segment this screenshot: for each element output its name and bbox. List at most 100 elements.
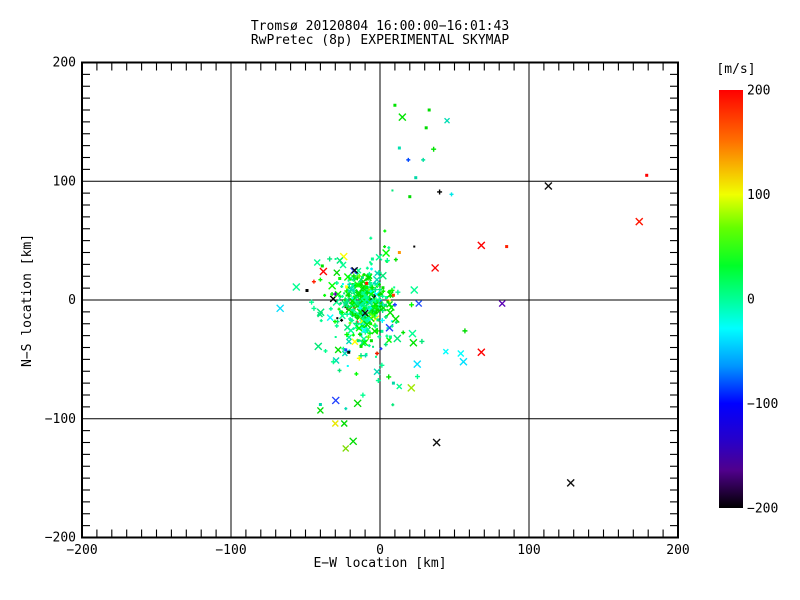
data-point-plus [437, 189, 443, 195]
data-point-x [498, 300, 506, 308]
data-point-dot [375, 308, 379, 312]
data-point-x [444, 117, 451, 124]
data-point-plus [328, 306, 333, 311]
plot-title: Tromsø 20120804 16:00:00−16:01:43 RwPret… [82, 20, 678, 47]
data-point-x [292, 282, 301, 291]
data-point-x [276, 304, 285, 313]
data-point-x [316, 308, 325, 317]
data-point-dot [346, 364, 349, 367]
data-point-plus [369, 236, 373, 240]
title-line-2: RwPretec (8p) EXPERIMENTAL SKYMAP [250, 32, 510, 48]
colorbar-tick-label: 100 [747, 188, 770, 203]
data-point-plus [377, 334, 382, 339]
data-point-x [353, 399, 362, 408]
y-tick-label: −100 [45, 412, 76, 427]
data-point-plus [367, 305, 371, 309]
data-point-x [382, 249, 391, 257]
data-point-dot [347, 350, 351, 354]
y-axis-label: N−S location [km] [20, 233, 35, 367]
data-point-plus [369, 267, 373, 271]
data-point-plus [357, 274, 362, 279]
data-point-x [331, 396, 340, 405]
data-point-plus [337, 307, 341, 311]
data-point-plus [360, 392, 366, 398]
data-point-dot [349, 294, 352, 297]
data-point-plus [431, 146, 437, 152]
data-point-plus [374, 310, 379, 315]
data-point-x [366, 299, 373, 306]
data-point-x [345, 306, 353, 314]
data-point-plus [365, 266, 369, 270]
data-point-dot [386, 300, 390, 304]
data-point-x [361, 317, 369, 325]
data-point-dot [374, 355, 377, 358]
data-point-plus [383, 342, 388, 347]
data-point-dot [383, 303, 387, 307]
minor-ticks [82, 62, 678, 538]
data-point-plus [369, 289, 373, 293]
data-point-plus [332, 319, 337, 324]
data-point-plus [383, 229, 387, 233]
data-point-plus [344, 332, 350, 338]
data-point-plus [383, 314, 388, 319]
data-point-x [477, 348, 486, 357]
data-point-x [326, 314, 334, 322]
data-point-dot [372, 297, 375, 300]
data-point-plus [334, 323, 339, 328]
data-point-plus [339, 301, 343, 305]
data-point-x [407, 383, 416, 392]
x-tick-label: 200 [666, 543, 689, 558]
data-point-x [313, 258, 321, 266]
data-point-x [349, 437, 358, 446]
colorbar [719, 90, 743, 508]
data-point-plus [365, 275, 371, 281]
data-point-x [333, 269, 341, 277]
data-point-plus [311, 279, 316, 284]
data-point-dot [305, 289, 309, 292]
data-point-plus [406, 157, 411, 162]
data-point-plus [354, 371, 359, 376]
data-point-x [340, 420, 348, 427]
data-point-dot [336, 317, 339, 320]
data-point-x [457, 349, 465, 357]
data-point-x [341, 350, 348, 357]
data-point-plus [379, 317, 385, 323]
data-point-dot [341, 283, 344, 286]
data-point-plus [376, 297, 382, 303]
data-point-x [396, 383, 403, 390]
data-point-dot [427, 108, 431, 112]
data-point-dot [645, 173, 649, 177]
data-point-x [328, 281, 337, 290]
data-point-plus [377, 293, 381, 297]
data-point-plus [365, 334, 371, 340]
data-point-dot [413, 245, 416, 248]
data-point-plus [356, 355, 362, 361]
data-point-x [348, 297, 356, 305]
data-point-x [413, 360, 422, 369]
data-point-plus [393, 257, 398, 262]
data-point-x [374, 270, 381, 277]
data-point-dot [320, 264, 324, 268]
data-point-plus [340, 294, 344, 298]
data-point-dot [391, 293, 395, 297]
data-point-dot [397, 146, 401, 150]
data-point-plus [344, 407, 348, 411]
y-tick-label: 100 [53, 174, 76, 189]
x-tick-label: −100 [215, 543, 246, 558]
data-point-plus [357, 332, 362, 337]
data-point-x [341, 300, 350, 309]
data-point-plus [401, 330, 406, 335]
data-point-plus [340, 310, 345, 315]
data-point-x [336, 256, 344, 264]
data-point-x [386, 308, 395, 317]
x-tick-labels: −200 −100 0 100 200 [66, 543, 689, 558]
data-point-plus [384, 258, 390, 264]
data-point-plus [363, 295, 369, 301]
data-point-dot [393, 103, 397, 107]
data-point-x [345, 338, 352, 345]
data-point-plus [351, 307, 356, 312]
data-point-plus [367, 344, 371, 348]
data-point-plus [376, 308, 381, 313]
data-point-x [410, 285, 419, 294]
